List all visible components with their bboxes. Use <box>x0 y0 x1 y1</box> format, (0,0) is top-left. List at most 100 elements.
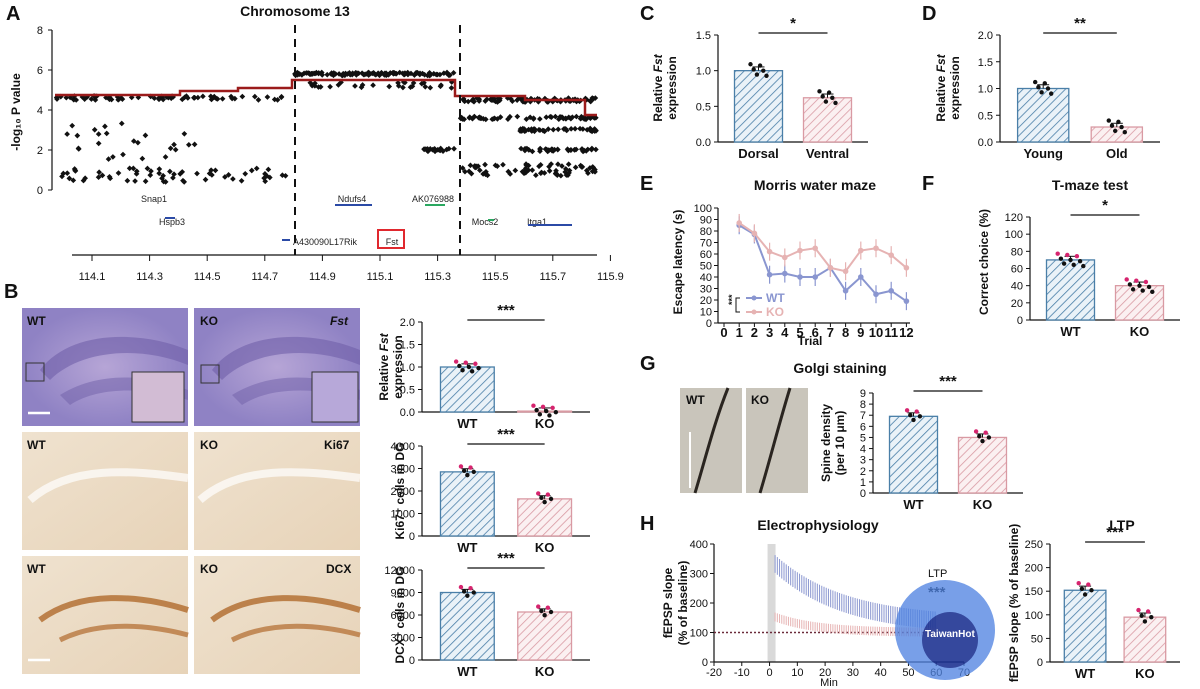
a-point <box>95 140 102 147</box>
category-label: Dorsal <box>738 146 778 161</box>
ytick-label: 0.5 <box>400 385 415 397</box>
data-point <box>917 414 923 419</box>
a-point <box>191 141 198 148</box>
h-ylabel1: fEPSP slope <box>661 567 675 638</box>
a-point <box>591 128 598 134</box>
a-point <box>395 83 402 89</box>
panel-c-label: C <box>640 3 654 25</box>
a-point <box>142 132 149 139</box>
a-point <box>181 179 188 185</box>
a-point <box>372 71 379 78</box>
panel-b-charts: 0.0 0.5 1.0 1.5 2.0 WT KO *** Relative Fst expres… <box>377 302 590 679</box>
category-label: KO <box>1135 666 1155 681</box>
a-point <box>156 166 163 172</box>
d-ylabel: Relative Fst <box>934 53 948 121</box>
a-point <box>592 168 598 175</box>
a-point <box>225 172 232 178</box>
a-ytick-label: 8 <box>37 25 43 37</box>
data-point <box>820 94 825 99</box>
data-point <box>1109 123 1115 128</box>
a-point <box>70 177 77 184</box>
panel-h-bar-chart: 0 50 100 150 200 250 WT KO *** fEPSP slope (% of … <box>1007 524 1180 682</box>
a-point <box>264 94 271 100</box>
data-point <box>1140 288 1145 293</box>
bar-ko <box>517 498 573 537</box>
a-point <box>202 176 209 183</box>
data-point <box>1149 614 1154 620</box>
h-xtick-label: 40 <box>875 667 887 679</box>
b2-ylabel: Ki67⁺ cells in DG <box>393 442 407 539</box>
ytick-label: 0 <box>1037 657 1043 669</box>
bar-ko <box>1123 616 1167 663</box>
e-ytick-label: 30 <box>700 284 712 296</box>
a-point <box>135 139 141 146</box>
a-point <box>482 161 488 168</box>
e-xtick-label: 7 <box>827 325 834 340</box>
a-point <box>546 168 553 174</box>
a-point <box>494 116 501 122</box>
data-point <box>1068 257 1073 263</box>
panel-f-title: T-maze test <box>1052 177 1129 193</box>
panel-b-label: B <box>4 281 18 303</box>
a-point <box>559 163 565 169</box>
a-point <box>99 172 106 179</box>
panel-f-label: F <box>922 173 934 195</box>
a-point <box>139 155 146 162</box>
ytick-label: 200 <box>1025 563 1043 575</box>
e-xtick-label: 9 <box>857 325 864 340</box>
a-point <box>523 116 530 123</box>
a-ytick-label: 0 <box>37 185 43 197</box>
a-point <box>370 82 376 89</box>
a-point <box>531 128 538 135</box>
data-point <box>1065 252 1070 258</box>
a-point <box>466 115 473 121</box>
a-point <box>330 70 337 76</box>
ytick-label: 100 <box>1025 610 1043 622</box>
sig-stars: *** <box>497 550 515 567</box>
a-point <box>200 93 206 100</box>
a-point <box>537 116 543 122</box>
panel-a-fst-highlight <box>377 229 405 249</box>
a-point <box>88 96 95 102</box>
ytick-label: 1.5 <box>978 57 993 69</box>
e-series-line <box>738 222 908 273</box>
a-point <box>91 126 98 133</box>
data-point <box>553 409 559 415</box>
a-point <box>382 70 388 77</box>
ytick-label: 0 <box>409 531 415 543</box>
ytick-label: 1.0 <box>978 84 993 96</box>
data-point <box>463 360 468 365</box>
a-point <box>548 114 555 120</box>
a-point <box>421 71 428 78</box>
ytick-label: 2.0 <box>400 317 415 329</box>
a-point <box>271 96 278 103</box>
a-gene-label: Fst <box>386 237 399 247</box>
data-point <box>748 62 753 67</box>
a-xtick-label: 115.3 <box>424 271 451 283</box>
e-point <box>736 220 742 226</box>
a-point <box>73 97 80 103</box>
a-point <box>315 70 322 76</box>
data-point <box>545 605 551 610</box>
data-point <box>1134 278 1139 283</box>
e-point <box>842 288 849 294</box>
a-point <box>400 84 406 91</box>
sig-stars: *** <box>939 373 957 390</box>
a-point <box>262 178 269 185</box>
a-point <box>492 162 499 169</box>
panel-f-chart: 0 20 40 60 80 100 120 WT KO * Correct choice (%) <box>977 197 1180 339</box>
bar-wt <box>439 366 495 413</box>
e-point <box>858 247 864 254</box>
data-point <box>764 73 769 79</box>
data-point <box>471 590 476 595</box>
e-ytick-label: 20 <box>700 295 712 307</box>
category-label: Young <box>1023 146 1063 161</box>
bar-ko <box>1090 126 1144 143</box>
a-point <box>95 131 102 137</box>
a-point <box>459 165 466 171</box>
a-point <box>191 95 198 101</box>
a-point <box>540 127 546 134</box>
e-xtick-label: 12 <box>899 325 913 340</box>
micro-label-wt-1: WT <box>27 314 46 328</box>
a-point <box>82 175 88 182</box>
